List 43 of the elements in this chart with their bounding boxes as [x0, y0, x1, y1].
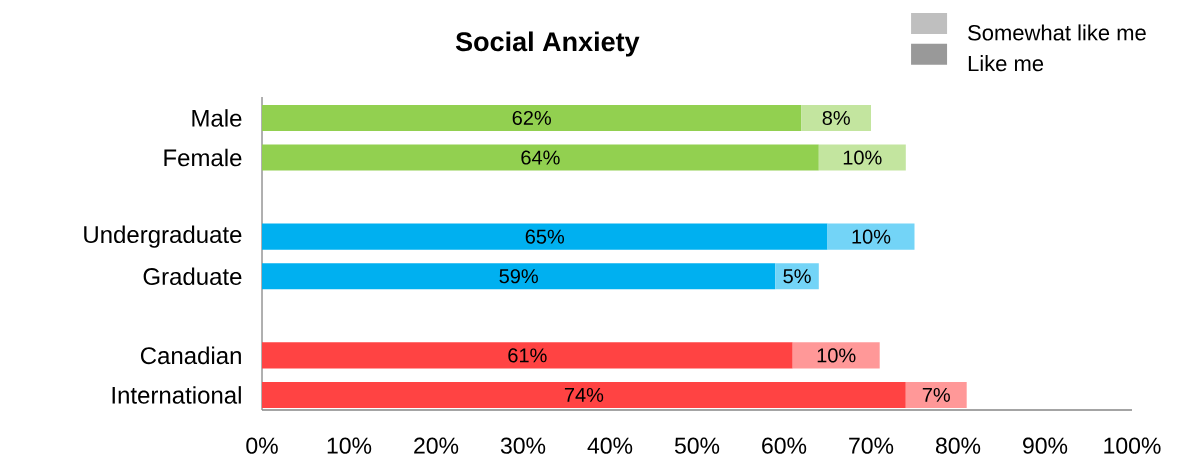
data-label: 61% — [508, 348, 547, 363]
bar — [827, 223, 915, 250]
data-label: 65% — [525, 229, 565, 244]
x-tick-label: 80% — [935, 437, 981, 454]
data-label: 10% — [817, 348, 856, 363]
x-tick-label: 100% — [1104, 437, 1161, 454]
x-tick-label: 60% — [762, 437, 807, 454]
bar — [262, 381, 906, 409]
data-label: 8% — [822, 110, 850, 126]
data-label: 74% — [564, 387, 604, 402]
bar — [792, 342, 880, 369]
data-label: 7% — [922, 387, 950, 402]
bar — [818, 144, 906, 171]
data-label: 64% — [521, 150, 560, 165]
bar — [801, 104, 871, 132]
x-tick-label: 40% — [587, 437, 633, 454]
x-tick-label: 10% — [327, 437, 372, 454]
data-label: 10% — [843, 150, 882, 165]
bar — [262, 263, 776, 290]
bar — [262, 104, 802, 132]
y-tick-label: Female — [164, 148, 242, 167]
y-tick-label: Undergraduate — [84, 225, 242, 248]
y-tick-label: International — [112, 386, 241, 404]
bar — [262, 223, 828, 250]
data-label: 5% — [783, 269, 811, 284]
data-label: 62% — [512, 110, 551, 126]
x-tick-label: 0% — [246, 437, 278, 454]
bar — [262, 144, 819, 171]
chart-title: Social Anxiety — [455, 31, 640, 57]
x-tick-label: 90% — [1023, 437, 1068, 454]
data-label: 10% — [852, 229, 891, 244]
x-tick-label: 70% — [849, 437, 894, 454]
x-tick-label: 50% — [674, 437, 720, 454]
y-tick-label: Male — [192, 109, 242, 127]
y-tick-label: Canadian — [140, 346, 241, 365]
text: Somewhat like me — [968, 24, 1146, 41]
bar — [905, 381, 967, 409]
y-tick-label: Graduate — [143, 267, 242, 286]
data-label: 59% — [499, 269, 538, 284]
x-tick-label: 30% — [500, 437, 546, 454]
bar — [262, 342, 793, 369]
text: Like me — [968, 55, 1044, 72]
x-tick-label: 20% — [414, 437, 459, 454]
